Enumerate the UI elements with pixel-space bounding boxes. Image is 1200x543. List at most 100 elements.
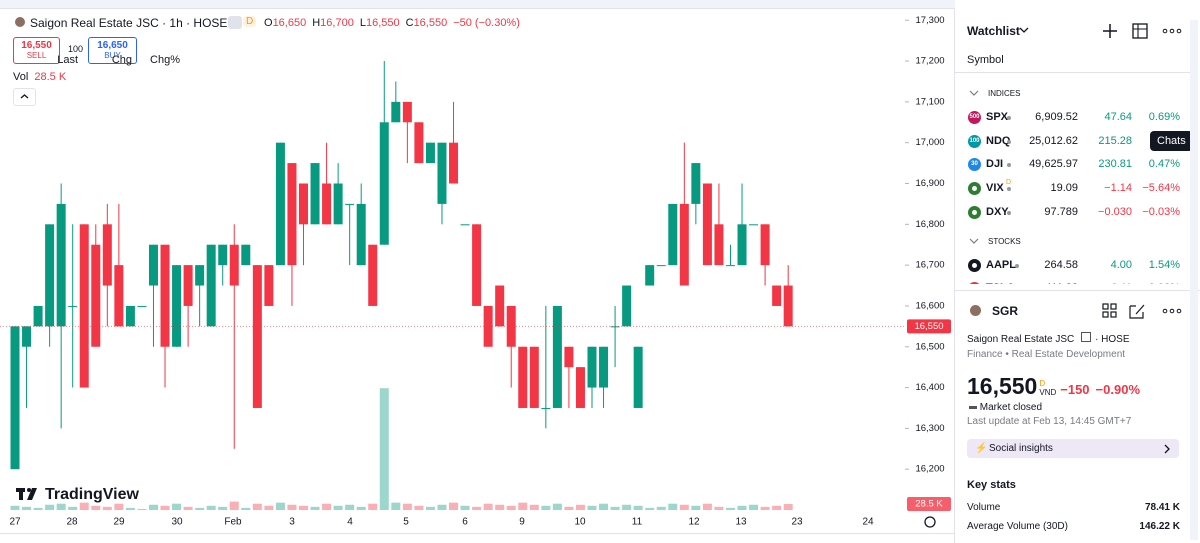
volume-bar <box>702 503 712 510</box>
volume-bar <box>449 502 459 510</box>
volume-bar <box>772 505 782 510</box>
x-tick-label: 29 <box>113 517 125 528</box>
volume-bar <box>610 506 620 510</box>
change: −0.030 <box>1098 205 1132 218</box>
symbol[interactable]: NDQ <box>986 134 1011 147</box>
watchlist-clip <box>955 284 1190 543</box>
brand-name: TradingView <box>45 486 140 503</box>
visibility-toggle[interactable] <box>228 16 242 29</box>
candle-body <box>252 265 262 408</box>
candle-body <box>391 101 401 123</box>
industry[interactable]: Real Estate Development <box>1011 349 1126 360</box>
watchlist-title[interactable]: Watchlist <box>967 24 1020 38</box>
x-tick-label: 28 <box>66 517 78 528</box>
candle-body <box>172 265 182 347</box>
candle-body <box>79 224 89 388</box>
candle-body <box>552 305 562 408</box>
watchlist-menu[interactable] <box>1018 24 1030 36</box>
symbol-icon: 30 <box>968 158 981 172</box>
volume-bar <box>391 502 401 510</box>
candle-body <box>679 203 689 286</box>
volume-bar <box>322 503 332 510</box>
x-tick-label: 10 <box>574 517 586 528</box>
buy-label: BUY <box>104 51 121 60</box>
symbol-icon: 500 <box>968 111 981 124</box>
candle-body <box>310 163 320 225</box>
ohlc-key: O <box>264 17 273 29</box>
ohlc-key: L <box>359 17 366 29</box>
candle-body <box>56 203 66 327</box>
candle-body <box>264 265 274 306</box>
candle-body <box>783 285 793 327</box>
scrollbar[interactable] <box>1190 20 1198 540</box>
symbol[interactable]: DXY <box>986 205 1009 218</box>
ohlc-key: C <box>405 17 414 29</box>
section-chevron <box>969 88 979 100</box>
collapse-legend[interactable] <box>13 88 36 106</box>
sector[interactable]: Finance <box>967 349 1003 360</box>
candle-body <box>691 163 701 204</box>
y-tick-label: 16,700 <box>915 260 944 271</box>
ohlc-value: 16,550 <box>413 17 448 29</box>
layout-button[interactable] <box>1132 23 1148 39</box>
sell-label: SELL <box>26 51 47 60</box>
brand-logo: TradingView <box>16 486 140 503</box>
volume-bar <box>425 506 435 510</box>
section-name[interactable]: INDICES <box>988 89 1021 98</box>
volume-bar <box>483 503 493 510</box>
sell-button[interactable]: 16,550 SELL <box>13 37 60 64</box>
more-button[interactable] <box>1162 28 1182 34</box>
candle-body <box>229 244 239 286</box>
candle-body <box>125 305 135 327</box>
volume-bar <box>460 505 470 510</box>
tooltip: Chats <box>1150 131 1193 151</box>
buy-button[interactable]: 16,650 BUY <box>88 37 137 64</box>
add-symbol[interactable] <box>1103 24 1117 38</box>
settings-icon[interactable] <box>924 516 936 528</box>
company-name[interactable]: Saigon Real Estate JSC <box>967 334 1075 345</box>
currency: VND <box>1039 388 1057 397</box>
edit-button[interactable] <box>1129 304 1145 319</box>
candle-body <box>102 224 112 286</box>
x-tick-label: 24 <box>862 517 874 528</box>
candle-body <box>322 183 332 225</box>
symbol[interactable]: AAPL <box>986 258 1016 271</box>
volume-bar <box>79 502 89 510</box>
symbol[interactable]: SPX <box>986 111 1009 123</box>
last-price-tag <box>907 319 951 334</box>
stat-value: 78.41 K <box>1144 502 1180 513</box>
volume-bar <box>125 507 135 510</box>
candle-body <box>541 407 551 409</box>
section-name[interactable]: STOCKS <box>988 236 1021 246</box>
volume-bar <box>264 505 274 510</box>
symbol[interactable]: VIX <box>986 182 1004 195</box>
change-pct: 0.47% <box>1148 158 1180 171</box>
candle-body <box>356 203 366 266</box>
buy-price: 16,650 <box>97 40 128 51</box>
details-actions <box>1102 303 1182 319</box>
candle-body <box>148 244 158 286</box>
external-link[interactable] <box>1081 332 1092 342</box>
volume-bar <box>148 504 158 510</box>
symbol[interactable]: DJI <box>986 158 1004 171</box>
volume-bar <box>529 504 539 510</box>
volume-bar <box>760 506 770 510</box>
candle-body <box>633 346 643 408</box>
column-header: Chg% <box>150 54 180 66</box>
candle-body <box>564 346 574 368</box>
grid-button[interactable] <box>1102 303 1117 318</box>
candle-body <box>460 224 470 226</box>
status-dot <box>1007 210 1011 215</box>
ohlc-value: 16,550 <box>365 17 400 29</box>
section-chevron <box>969 236 979 248</box>
quantity[interactable]: 100 <box>68 44 84 54</box>
x-tick-label: 5 <box>403 517 409 528</box>
social-insights[interactable]: ⚡ Social insights <box>967 439 1179 458</box>
key-stats-title: Key stats <box>967 479 1016 491</box>
column-header: Chg <box>111 54 132 66</box>
details-more[interactable] <box>1162 308 1182 314</box>
volume-bar <box>241 507 251 510</box>
candle-body <box>345 203 355 205</box>
symbol-icon <box>968 182 981 196</box>
